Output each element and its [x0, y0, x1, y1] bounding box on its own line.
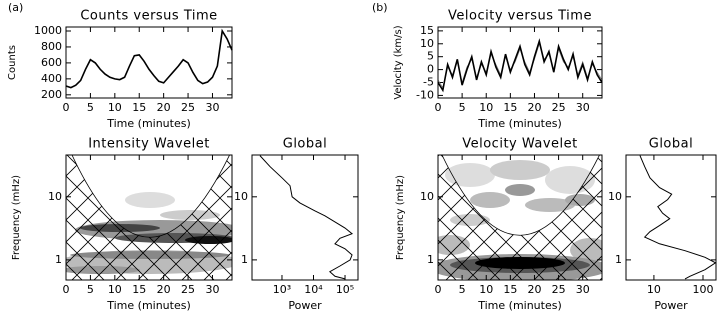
x-tick-label: 0 [435, 101, 442, 114]
y-tick-label: 0 [427, 63, 434, 76]
series-line [437, 38, 603, 93]
y-tick-label: -10 [416, 88, 434, 101]
x-axis-label: Time (minutes) [477, 299, 562, 311]
y-tick-label: -5 [423, 76, 434, 89]
x-tick-label: 5 [459, 283, 466, 296]
y-axis-label: Frequency (mHz) [395, 175, 406, 260]
x-axis-label: Power [288, 299, 322, 311]
chart-title: Intensity Wavelet [88, 137, 210, 152]
y-tick-label: 10 [608, 190, 622, 203]
x-tick-label: 30 [205, 101, 219, 114]
wavelet-shading [470, 192, 510, 208]
wavelet-shading [525, 198, 575, 212]
wavelet-shading [490, 160, 550, 180]
x-tick-label: 15 [132, 101, 146, 114]
series-line [65, 28, 233, 89]
y-tick-label: 1 [55, 253, 62, 266]
x-tick-label: 25 [552, 101, 566, 114]
x-tick-label: 15 [132, 283, 146, 296]
plot-frame [65, 154, 233, 281]
cone-of-influence [441, 155, 600, 236]
chart-title: Global [649, 137, 693, 152]
x-tick-label: 20 [527, 101, 541, 114]
cone-of-influence-hatch [438, 155, 602, 280]
chart-title: Velocity versus Time [448, 9, 592, 24]
y-tick-label: 600 [41, 56, 62, 69]
x-tick-label: 5 [87, 101, 94, 114]
chart-title: Global [283, 137, 327, 152]
y-axis-label: Velocity (km/s) [393, 25, 404, 99]
y-tick-label: 1 [615, 253, 622, 266]
wavelet-shading [125, 192, 175, 208]
x-tick-label: 30 [576, 101, 590, 114]
x-tick-label: 0 [63, 283, 70, 296]
wavelet-shading [505, 184, 535, 196]
x-tick-label: 25 [181, 283, 195, 296]
panel-label: (b) [372, 1, 388, 14]
chart-title: Velocity Wavelet [462, 137, 578, 152]
x-tick-label: 20 [157, 283, 171, 296]
x-axis-label: Time (minutes) [106, 117, 191, 130]
x-tick-label: 15 [503, 283, 517, 296]
x-tick-label: 30 [576, 283, 590, 296]
plot-frame [251, 154, 359, 281]
x-tick-label: 10⁵ [336, 283, 354, 296]
chart-title: Counts versus Time [80, 9, 217, 24]
y-tick-label: 1000 [34, 24, 62, 37]
x-tick-label: 10 [479, 101, 493, 114]
x-tick-label: 25 [552, 283, 566, 296]
y-tick-label: 10 [420, 37, 434, 50]
x-tick-label: 10³ [273, 283, 291, 296]
y-tick-label: 200 [41, 88, 62, 101]
y-tick-label: 10 [420, 190, 434, 203]
y-axis-label: Counts [7, 45, 18, 80]
y-tick-label: 10 [48, 190, 62, 203]
plot-frame [437, 26, 603, 99]
y-tick-label: 1 [241, 253, 248, 266]
panel-label: (a) [8, 1, 23, 14]
x-tick-label: 15 [503, 101, 517, 114]
cone-of-influence-hatch [66, 155, 232, 280]
y-tick-label: 10 [234, 190, 248, 203]
x-tick-label: 10⁴ [304, 283, 323, 296]
plot-frame [625, 154, 717, 281]
x-tick-label: 5 [87, 283, 94, 296]
y-tick-label: 800 [41, 40, 62, 53]
x-tick-label: 10 [108, 283, 122, 296]
y-tick-label: 1 [427, 253, 434, 266]
y-tick-label: 15 [420, 24, 434, 37]
x-tick-label: 100 [693, 283, 714, 296]
x-tick-label: 10 [108, 101, 122, 114]
wavelet-shading [445, 163, 495, 187]
y-tick-label: 400 [41, 72, 62, 85]
x-axis-label: Time (minutes) [106, 299, 191, 311]
x-tick-label: 10 [647, 283, 661, 296]
wavelet-image [438, 155, 602, 280]
x-tick-label: 0 [63, 101, 70, 114]
x-tick-label: 0 [435, 283, 442, 296]
x-tick-label: 30 [205, 283, 219, 296]
x-axis-label: Power [654, 299, 688, 311]
x-tick-label: 20 [157, 101, 171, 114]
cone-of-influence [71, 155, 230, 238]
x-tick-label: 10 [479, 283, 493, 296]
x-tick-label: 20 [527, 283, 541, 296]
plot-frame [437, 154, 603, 281]
global-power-line [259, 155, 354, 280]
x-axis-label: Time (minutes) [477, 117, 562, 130]
wavelet-image [66, 155, 232, 280]
y-tick-label: 5 [427, 50, 434, 63]
global-power-line [639, 155, 717, 280]
x-tick-label: 25 [181, 101, 195, 114]
x-tick-label: 5 [459, 101, 466, 114]
plot-frame [65, 26, 233, 99]
y-axis-label: Frequency (mHz) [11, 175, 22, 260]
